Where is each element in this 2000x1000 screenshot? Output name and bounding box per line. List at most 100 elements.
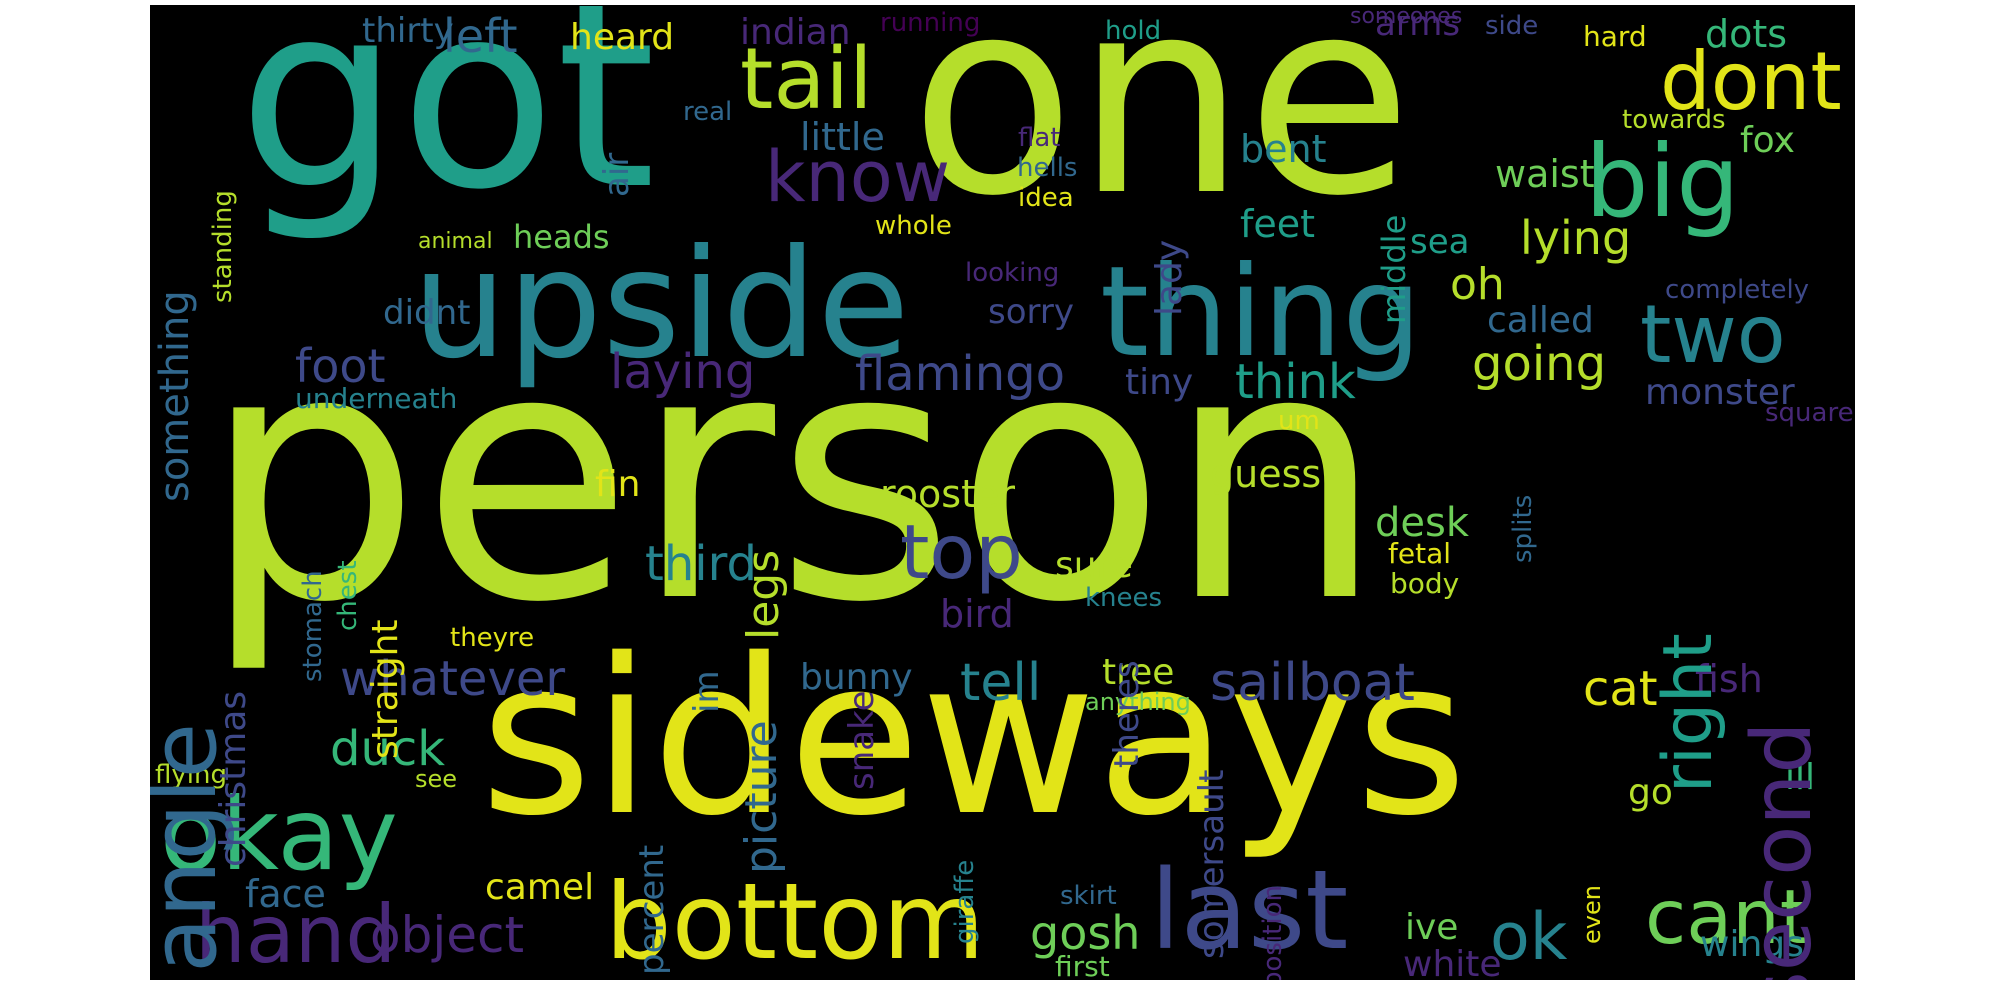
- word-going: going: [1472, 336, 1607, 392]
- word-rooster: rooster: [880, 472, 1015, 516]
- word-standing: standing: [208, 190, 238, 303]
- word-hells: hells: [1017, 153, 1078, 183]
- word-heads: heads: [513, 218, 610, 256]
- word-oh: oh: [1450, 259, 1505, 310]
- word-middle: middle: [1375, 214, 1413, 324]
- word-fish: fish: [1695, 657, 1763, 701]
- word-first: first: [1055, 950, 1110, 981]
- word-picture: picture: [736, 720, 787, 874]
- word-thirty: thirty: [362, 11, 454, 51]
- word-cat: cat: [1583, 661, 1658, 717]
- word-tree: tree: [1102, 652, 1175, 693]
- word-percent: percent: [632, 844, 672, 975]
- word-little: little: [800, 115, 885, 159]
- word-arms: arms: [1375, 5, 1461, 44]
- word-camel: camel: [485, 867, 595, 908]
- word-fox: fox: [1740, 120, 1795, 161]
- word-bent: bent: [1240, 127, 1327, 171]
- word-fetal: fetal: [1388, 537, 1451, 570]
- word-tiny: tiny: [1125, 362, 1194, 403]
- word-right: right: [1649, 633, 1728, 793]
- word-didnt: didnt: [383, 293, 471, 333]
- word-indian: indian: [740, 12, 851, 53]
- word-desk: desk: [1375, 500, 1470, 546]
- word-left: left: [443, 9, 518, 63]
- word-straight: straight: [365, 619, 406, 759]
- word-square: square: [1765, 398, 1854, 428]
- word-whatever: whatever: [340, 651, 566, 707]
- word-one: one: [910, 5, 1413, 255]
- word-okay: okay: [160, 776, 398, 893]
- word-sorry: sorry: [988, 292, 1074, 332]
- word-bird: bird: [940, 592, 1014, 636]
- word-object: object: [370, 906, 525, 964]
- word-tell: tell: [960, 653, 1042, 713]
- word-knees: knees: [1085, 583, 1163, 613]
- word-sure: sure: [1055, 545, 1133, 586]
- word-something: something: [152, 290, 198, 502]
- word-thing: thing: [1100, 240, 1422, 385]
- word-gosh: gosh: [1030, 906, 1141, 960]
- word-know: know: [765, 136, 950, 218]
- word-cloud-canvas: person sideways one got upside thing bot…: [150, 5, 1855, 980]
- word-big: big: [1585, 123, 1740, 240]
- word-tail: tail: [740, 30, 873, 129]
- word-laying: laying: [610, 344, 756, 400]
- word-hand: hand: [195, 888, 397, 980]
- word-ive: ive: [1405, 907, 1459, 948]
- word-hard: hard: [1583, 20, 1647, 53]
- word-real: real: [683, 97, 733, 127]
- word-wings: wings: [1700, 924, 1804, 965]
- word-duck: duck: [330, 721, 446, 777]
- word-got: got: [238, 5, 656, 246]
- word-dont: dont: [1660, 35, 1842, 128]
- word-sideways: sideways: [480, 612, 1468, 863]
- word-anything: anything: [1085, 688, 1191, 716]
- word-bottom: bottom: [605, 861, 985, 980]
- word-looking: looking: [965, 258, 1060, 288]
- word-running: running: [880, 8, 981, 38]
- word-feet: feet: [1240, 202, 1316, 246]
- word-underneath: underneath: [295, 382, 458, 415]
- word-flamingo: flamingo: [855, 346, 1065, 402]
- word-idea: idea: [1018, 183, 1074, 213]
- word-christmas: christmas: [213, 690, 254, 867]
- word-side: side: [1485, 11, 1539, 41]
- word-animal: animal: [418, 229, 493, 254]
- word-monster: monster: [1645, 372, 1795, 413]
- word-body: body: [1390, 567, 1460, 600]
- word-sailboat: sailboat: [1210, 653, 1415, 713]
- word-foot: foot: [295, 339, 386, 393]
- word-um: um: [1278, 406, 1320, 436]
- word-ok: ok: [1490, 900, 1568, 975]
- word-person: person: [202, 277, 1385, 678]
- word-someones: someones: [1350, 5, 1463, 29]
- word-waist: waist: [1495, 152, 1595, 196]
- word-sea: sea: [1410, 222, 1470, 262]
- word-go: go: [1628, 772, 1673, 813]
- word-flat: flat: [1018, 123, 1061, 153]
- word-ill: ill: [1785, 757, 1816, 798]
- word-two: two: [1640, 288, 1786, 381]
- word-lying: lying: [1520, 211, 1632, 265]
- word-air: air: [597, 152, 637, 197]
- word-hold: hold: [1105, 16, 1162, 46]
- word-top: top: [900, 508, 1023, 596]
- word-theyre: theyre: [450, 623, 535, 653]
- word-cant: cant: [1645, 873, 1810, 961]
- word-called: called: [1487, 300, 1594, 341]
- word-stomach: stomach: [298, 570, 328, 682]
- word-upside: upside: [412, 218, 910, 392]
- word-splits: splits: [1508, 494, 1538, 563]
- word-snake: snake: [842, 690, 882, 791]
- word-third: third: [645, 536, 757, 592]
- word-theres: theres: [1107, 660, 1147, 768]
- word-im: im: [687, 670, 727, 713]
- word-see: see: [415, 765, 458, 793]
- word-bunny: bunny: [800, 657, 913, 698]
- word-position: position: [1258, 885, 1288, 980]
- word-chest: chest: [333, 560, 363, 631]
- word-whole: whole: [875, 211, 952, 241]
- word-face: face: [245, 872, 326, 916]
- word-giraffe: giraffe: [950, 859, 980, 944]
